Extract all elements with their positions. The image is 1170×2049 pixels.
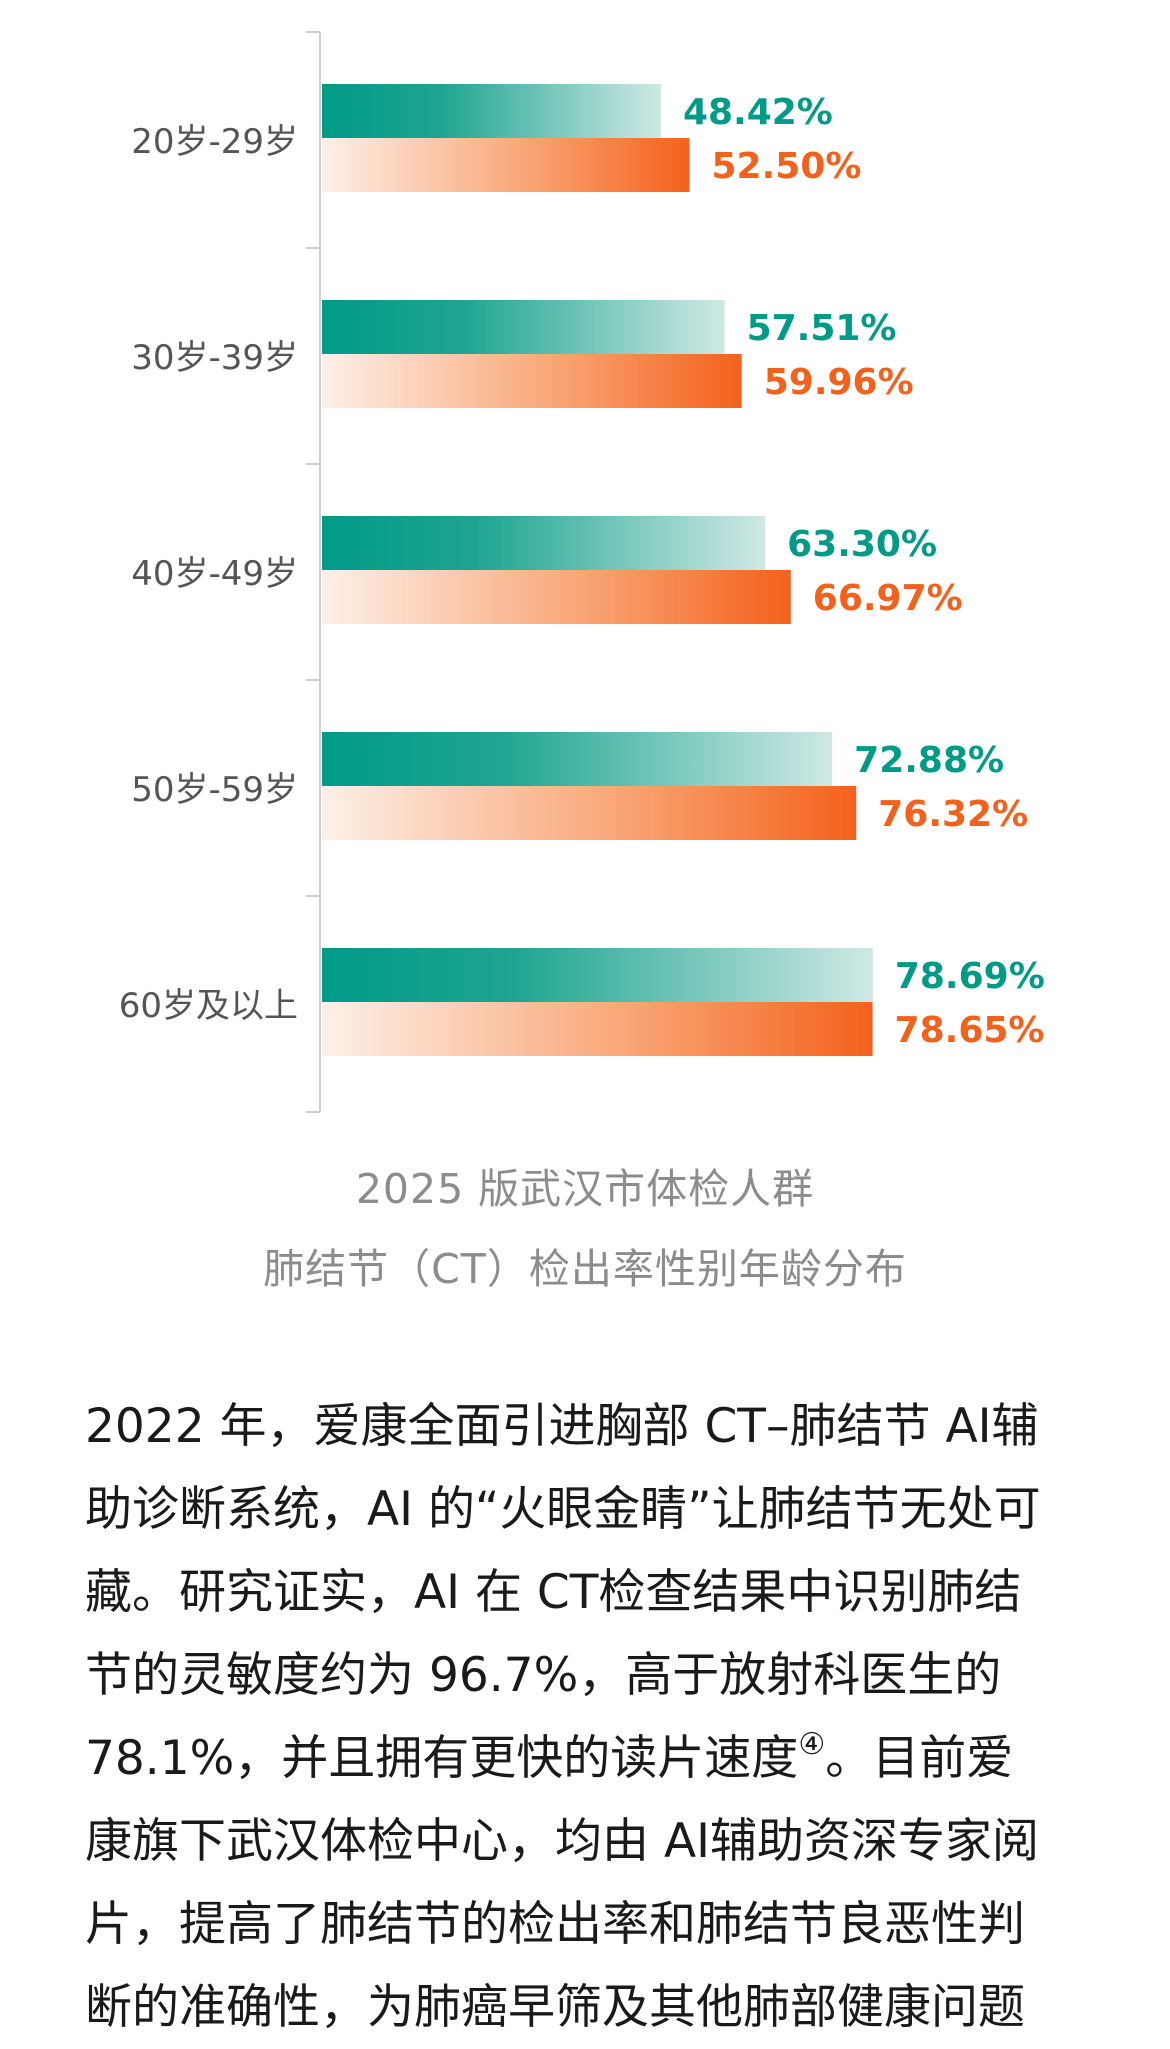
female-value-label: 76.32%	[878, 794, 1028, 835]
male-bar	[322, 300, 725, 354]
male-bar	[322, 732, 833, 786]
article-line: 助诊断系统，AI 的“火眼金睛”让肺结节无处可	[85, 1482, 1041, 1537]
female-bar	[322, 138, 690, 192]
male-bar	[322, 84, 661, 138]
female-value-label: 59.96%	[764, 362, 914, 403]
category-label: 60岁及以上	[119, 986, 298, 1026]
male-value-label: 57.51%	[747, 308, 897, 349]
male-value-label: 63.30%	[787, 524, 937, 565]
male-bar	[322, 948, 873, 1002]
female-bar	[322, 570, 791, 624]
female-value-label: 52.50%	[712, 146, 862, 187]
female-bar	[322, 1002, 873, 1056]
female-bar	[322, 354, 742, 408]
category-label: 30岁-39岁	[131, 338, 298, 378]
female-value-label: 66.97%	[813, 578, 963, 619]
article-line: 断的准确性，为肺癌早筛及其他肺部健康问题	[85, 1980, 1025, 2035]
male-value-label: 48.42%	[683, 92, 833, 133]
article-line: 藏。研究证实，AI 在 CT检查结果中识别肺结	[85, 1565, 1022, 1620]
article-body: 2022 年，爱康全面引进胸部 CT–肺结节 AI辅 助诊断系统，AI 的“火眼…	[85, 1385, 1085, 2049]
female-bar	[322, 786, 857, 840]
footnote-reference[interactable]: ④	[798, 1727, 826, 1762]
article-line: 片，提高了肺结节的检出率和肺结节良恶性判	[85, 1897, 1025, 1952]
category-label: 20岁-29岁	[131, 122, 298, 162]
category-label: 40岁-49岁	[131, 554, 298, 594]
chart-title-line-2: 肺结节（CT）检出率性别年龄分布	[263, 1245, 907, 1293]
article-line: 节的灵敏度约为 96.7%，高于放射科医生的	[85, 1648, 1002, 1703]
male-value-label: 78.69%	[895, 956, 1045, 997]
male-value-label: 72.88%	[854, 740, 1004, 781]
category-label: 50岁-59岁	[131, 770, 298, 810]
article-line: 2022 年，爱康全面引进胸部 CT–肺结节 AI辅	[85, 1399, 1039, 1454]
article-line: 康旗下武汉体检中心，均由 AI辅助资深专家阅	[85, 1814, 1039, 1869]
article-line-tail: 。目前爱	[825, 1731, 1014, 1786]
article-line-text: 78.1%，并且拥有更快的读片速度	[85, 1731, 799, 1786]
bar-chart: 20岁-29岁 30岁-39岁 40岁-49岁 50岁-59岁 60岁及以上 48.42…	[119, 31, 1045, 1113]
article-line-with-footnote: 78.1%，并且拥有更快的读片速度④。目前爱	[85, 1717, 1085, 1800]
chart-title-line-1: 2025 版武汉市体检人群	[355, 1165, 815, 1213]
male-bar	[322, 516, 766, 570]
female-value-label: 78.65%	[895, 1010, 1045, 1051]
